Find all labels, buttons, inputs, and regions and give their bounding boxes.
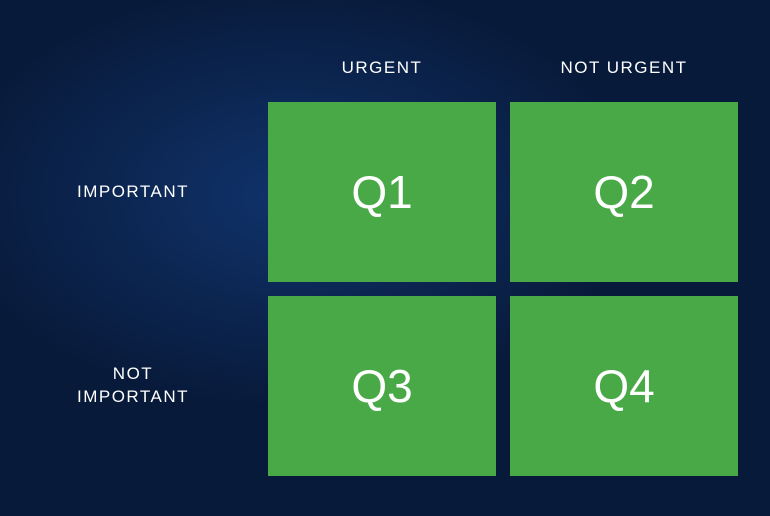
eisenhower-matrix: URGENT NOT URGENT IMPORTANT Q1 Q2 NOT IM… xyxy=(0,0,770,516)
col-header-not-urgent: NOT URGENT xyxy=(510,24,738,88)
row-header-not-important: NOT IMPORTANT xyxy=(24,296,254,476)
quadrant-q3: Q3 xyxy=(268,296,496,476)
col-header-urgent: URGENT xyxy=(268,24,496,88)
quadrant-q2: Q2 xyxy=(510,102,738,282)
row-header-important: IMPORTANT xyxy=(24,102,254,282)
grid-corner-spacer xyxy=(24,24,254,88)
quadrant-q1: Q1 xyxy=(268,102,496,282)
quadrant-q4: Q4 xyxy=(510,296,738,476)
